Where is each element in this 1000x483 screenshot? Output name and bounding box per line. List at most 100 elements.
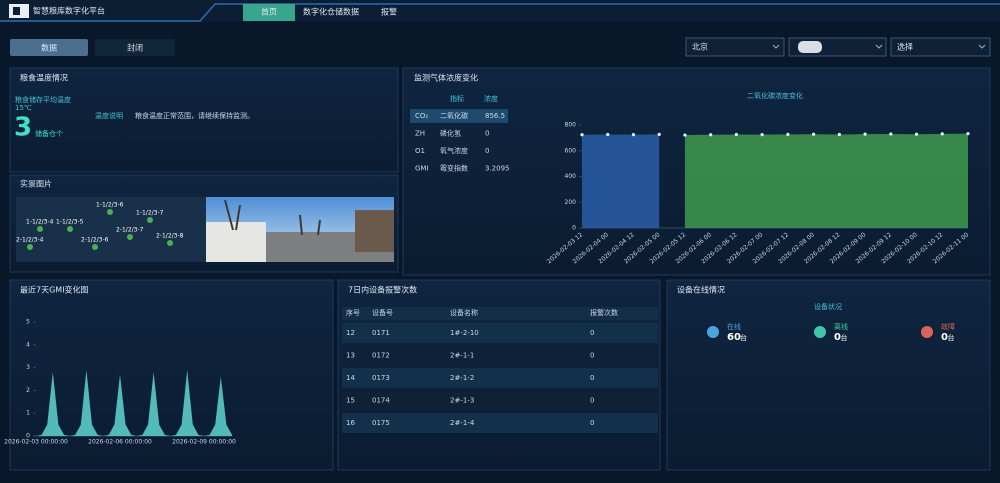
table-cell: GMI <box>415 165 429 173</box>
point <box>966 132 969 135</box>
table-cell: 2#-1-4 <box>450 419 475 427</box>
sensor-dot <box>147 217 153 223</box>
table-cell: 二氧化碳 <box>440 111 468 120</box>
logo-mark <box>13 7 20 15</box>
point <box>863 133 866 136</box>
sensor-label: 2-1/2/3-6 <box>81 237 109 244</box>
table-cell: 0 <box>485 130 489 138</box>
x-tick-label: 2026-02-09 00:00:00 <box>172 439 236 446</box>
table-header: 设备名称 <box>450 308 478 317</box>
y-tick-label: 2 <box>26 387 30 394</box>
y-tick-label: 600 <box>565 147 577 154</box>
table-cell: 14 <box>346 374 355 382</box>
panel-title: 监测气体浓度变化 <box>414 73 478 83</box>
table-cell: 2#-1-3 <box>450 397 474 405</box>
tab[interactable]: 报警 <box>381 7 397 17</box>
table-cell: 0174 <box>372 397 390 405</box>
table-cell: 2#-1-2 <box>450 374 474 382</box>
label: 温度说明 <box>95 111 123 120</box>
tab[interactable]: 数字化仓储数据 <box>303 7 359 17</box>
table-cell: 12 <box>346 329 355 337</box>
photo: 1-1/2/3-41-1/2/3-51-1/2/3-61-1/2/3-72-1/… <box>16 197 394 262</box>
point <box>632 133 635 136</box>
x-tick-label: 2026-02-03 00:00:00 <box>4 439 68 446</box>
select-value[interactable]: 北京 <box>692 42 708 52</box>
device-label: 在线 <box>727 322 741 331</box>
table-cell: 15 <box>346 397 355 405</box>
sensor-dot <box>92 244 98 250</box>
table-header: 指标 <box>450 94 464 103</box>
point <box>812 133 815 136</box>
y-tick-label: 4 <box>26 341 30 348</box>
y-tick-label: 0 <box>572 225 576 232</box>
table-cell: 856.5 <box>485 112 505 120</box>
chart-title: 二氧化碳浓度变化 <box>747 91 803 100</box>
table-cell: CO₂ <box>415 112 428 120</box>
y-tick-label: 1 <box>26 410 30 417</box>
y-tick-label: 3 <box>26 364 30 371</box>
button-label[interactable]: 封闭 <box>127 43 143 53</box>
table-cell: 16 <box>346 419 355 427</box>
device-icon <box>814 326 826 338</box>
sensor-label: 1-1/2/3-6 <box>96 202 124 209</box>
table-header: 序号 <box>346 308 360 317</box>
table-header: 报警次数 <box>590 308 618 317</box>
point <box>889 132 892 135</box>
sensor-label: 2-1/2/3-4 <box>16 237 44 244</box>
table-cell: 0 <box>590 374 594 382</box>
device-label: 故障 <box>941 322 955 331</box>
sensor-dot <box>127 234 133 240</box>
table-cell: 3.2095 <box>485 165 510 173</box>
count: 3 <box>14 113 32 143</box>
subtitle: 设备状况 <box>814 302 842 311</box>
device-unit: 台 <box>948 333 955 342</box>
table-cell: 0173 <box>372 374 390 382</box>
device-icon <box>921 326 933 338</box>
app-title: 智慧粮库数字化平台 <box>33 6 105 16</box>
sensor-dot <box>107 209 113 215</box>
table-cell: 13 <box>346 352 355 360</box>
point <box>606 133 609 136</box>
point <box>709 133 712 136</box>
sensor-label: 1-1/2/3-7 <box>136 210 164 217</box>
y-tick-label: 400 <box>565 173 577 180</box>
panel-title: 粮食温度情况 <box>20 73 68 83</box>
panel-title: 7日内设备报警次数 <box>348 285 417 295</box>
device-count: 60 <box>727 332 741 343</box>
count-label: 储备仓个 <box>35 129 63 138</box>
point <box>786 133 789 136</box>
point <box>915 133 918 136</box>
sensor-dot <box>67 226 73 232</box>
table-header: 设备号 <box>372 308 393 317</box>
device-unit: 台 <box>740 333 747 342</box>
point <box>941 132 944 135</box>
point <box>683 133 686 136</box>
panel-title: 最近7天GMI变化图 <box>20 285 89 295</box>
x-tick-label: 2026-02-06 00:00:00 <box>88 439 152 446</box>
device-label: 离线 <box>834 322 848 331</box>
table-cell: 2#-1-1 <box>450 352 474 360</box>
table-cell: 0 <box>485 147 489 155</box>
device-unit: 台 <box>841 333 848 342</box>
table-cell: 0 <box>590 352 594 360</box>
sensor-dot <box>37 226 43 232</box>
table-cell: 氧气浓度 <box>440 146 468 155</box>
table-cell: O1 <box>415 147 425 155</box>
select-blur <box>798 41 822 53</box>
y-tick-label: 800 <box>565 122 577 129</box>
point <box>580 133 583 136</box>
point <box>838 133 841 136</box>
unit: 15℃ <box>15 104 32 112</box>
note: 粮食温度正常范围，请继续保持监测。 <box>135 111 254 120</box>
button-label[interactable]: 数据 <box>41 43 57 53</box>
sensor-dot <box>167 240 173 246</box>
sensor-label: 2-1/2/3-7 <box>116 227 144 234</box>
area <box>685 134 968 228</box>
select-value[interactable]: 选择 <box>897 42 913 52</box>
table-cell: 磷化氢 <box>440 129 461 138</box>
tab[interactable]: 首页 <box>261 7 277 17</box>
table-cell: 0 <box>590 419 594 427</box>
photo-building <box>355 210 394 252</box>
